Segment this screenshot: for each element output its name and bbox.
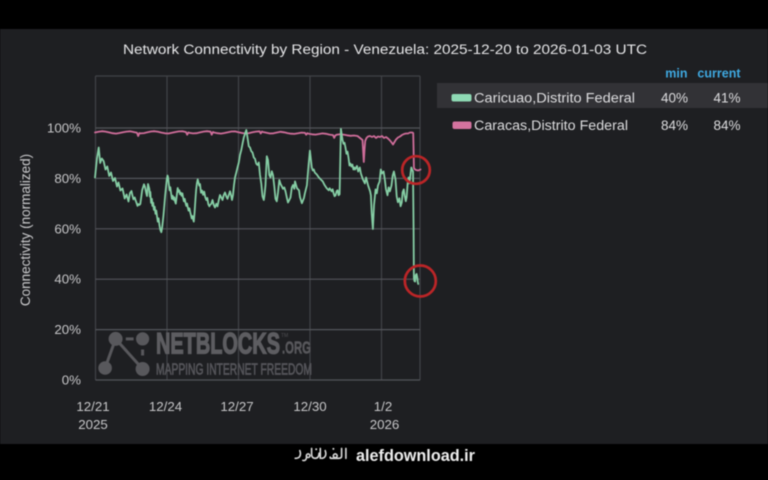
- svg-text:60%: 60%: [54, 221, 81, 236]
- svg-text:12/30: 12/30: [293, 399, 326, 414]
- svg-text:84%: 84%: [661, 118, 688, 133]
- svg-text:12/21: 12/21: [76, 399, 109, 414]
- svg-text:80%: 80%: [54, 171, 81, 186]
- svg-text:current: current: [697, 67, 741, 81]
- svg-text:0%: 0%: [62, 373, 81, 388]
- svg-text:min: min: [665, 67, 687, 81]
- svg-text:Caracas,Distrito Federal: Caracas,Distrito Federal: [474, 118, 628, 133]
- svg-text:NETBLOCKS: NETBLOCKS: [156, 328, 280, 361]
- svg-text:alefdownload.ir: alefdownload.ir: [356, 447, 476, 465]
- svg-text:84%: 84%: [713, 118, 740, 133]
- svg-text:Caricuao,Distrito Federal: Caricuao,Distrito Federal: [474, 91, 635, 106]
- svg-text:TM: TM: [281, 333, 288, 339]
- svg-text:Network Connectivity by Region: Network Connectivity by Region - Venezue…: [123, 42, 647, 57]
- svg-text:Connectivity (normalized): Connectivity (normalized): [18, 154, 33, 306]
- svg-text:12/27: 12/27: [220, 399, 253, 414]
- svg-text:MAPPING INTERNET FREEDOM: MAPPING INTERNET FREEDOM: [156, 362, 312, 379]
- svg-text:1/2: 1/2: [374, 399, 393, 414]
- svg-text:100%: 100%: [47, 121, 81, 136]
- svg-text:2025: 2025: [78, 417, 108, 432]
- svg-text:12/24: 12/24: [149, 399, 182, 414]
- svg-text:2026: 2026: [370, 417, 400, 432]
- svg-text:41%: 41%: [713, 91, 740, 106]
- svg-text:20%: 20%: [54, 322, 81, 337]
- svg-text:.ORG: .ORG: [282, 338, 311, 358]
- svg-text:40%: 40%: [661, 91, 688, 106]
- svg-text:40%: 40%: [54, 272, 81, 287]
